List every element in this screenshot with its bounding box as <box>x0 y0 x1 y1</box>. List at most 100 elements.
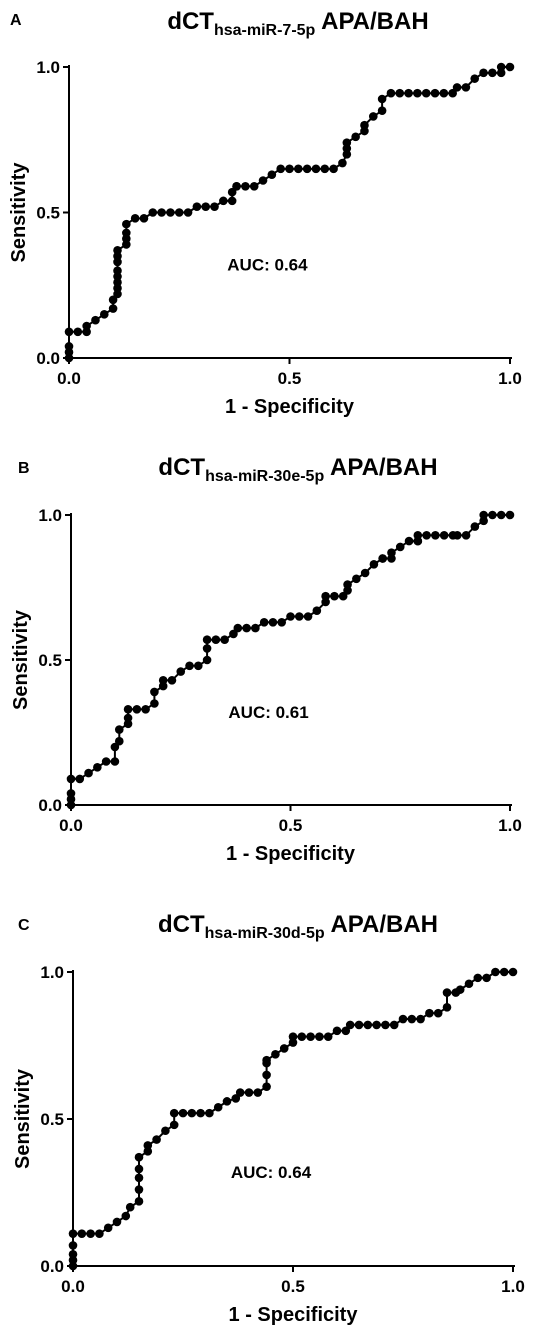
roc-point <box>439 531 449 540</box>
roc-point <box>134 1197 144 1206</box>
roc-point <box>452 83 462 92</box>
roc-point <box>288 1032 298 1041</box>
roc-point <box>505 510 515 520</box>
roc-point <box>68 1255 78 1265</box>
roc-point <box>442 988 452 997</box>
roc-point <box>64 342 74 351</box>
roc-point <box>404 536 414 546</box>
roc-point <box>470 74 480 83</box>
roc-point <box>285 164 294 174</box>
x-tick-label: 0.5 <box>281 1277 305 1296</box>
roc-point <box>187 1108 197 1118</box>
roc-point <box>332 1026 342 1036</box>
roc-point <box>389 1020 399 1030</box>
roc-point <box>473 973 483 983</box>
chart-title: dCThsa-miR-30e-5p APA/BAH <box>60 454 536 485</box>
roc-plot: 0.0 0.5 1.0 0.0 0.5 1.0 1 - Specificity Sensiti… <box>12 963 525 1326</box>
roc-point <box>470 522 480 531</box>
chart-title: dCThsa-miR-30d-5p APA/BAH <box>60 911 536 942</box>
roc-point <box>169 1120 179 1130</box>
roc-point <box>123 713 133 723</box>
roc-point <box>66 789 76 798</box>
roc-point <box>227 187 237 197</box>
roc-point <box>505 62 515 72</box>
y-tick-label: 0.5 <box>38 651 62 670</box>
roc-curve-line <box>72 971 513 1266</box>
roc-point <box>68 1261 78 1271</box>
roc-point <box>279 1044 289 1053</box>
roc-point <box>249 182 259 191</box>
roc-point <box>139 214 149 223</box>
roc-point <box>125 1202 135 1212</box>
roc-point <box>122 228 131 238</box>
roc-point <box>488 68 497 78</box>
title-main: dCT <box>158 454 206 481</box>
roc-point <box>323 1032 333 1041</box>
y-axis-title: Sensitivity <box>8 162 30 263</box>
title-suffix: APA/BAH <box>324 454 438 481</box>
roc-plot: 0.0 0.5 1.0 0.0 0.5 1.0 1 - Specificity Sensiti… <box>8 58 522 418</box>
roc-point <box>93 763 102 772</box>
roc-point <box>351 132 360 142</box>
roc-point <box>338 158 347 168</box>
roc-point <box>297 1032 307 1041</box>
roc-point <box>77 1229 87 1238</box>
roc-point <box>496 510 506 520</box>
roc-point <box>108 304 118 313</box>
roc-point <box>372 1020 381 1030</box>
y-axis-title: Sensitivity <box>10 609 32 710</box>
roc-point <box>491 967 500 977</box>
roc-point <box>267 170 277 179</box>
roc-point <box>113 246 122 255</box>
roc-point <box>231 1094 241 1103</box>
x-tick-label: 0.0 <box>57 369 81 388</box>
x-tick-label: 0.5 <box>278 369 302 388</box>
roc-point <box>253 1088 263 1097</box>
roc-point <box>271 1050 280 1059</box>
roc-point <box>152 1135 161 1144</box>
roc-point <box>377 94 387 104</box>
x-tick-label: 1.0 <box>498 816 522 835</box>
roc-point <box>320 164 330 174</box>
roc-point <box>461 83 471 92</box>
x-axis-title: 1 - Specificity <box>229 1304 359 1326</box>
roc-point <box>395 88 405 98</box>
roc-point <box>386 88 396 98</box>
roc-point <box>134 1152 144 1162</box>
roc-point <box>363 1020 373 1030</box>
y-tick-label: 0.0 <box>40 1257 64 1276</box>
roc-panel-b: B dCThsa-miR-30e-5p APA/BAH 0.0 0.5 1.0 0.0… <box>0 448 536 878</box>
roc-point <box>404 88 413 98</box>
roc-point <box>232 182 241 191</box>
roc-point <box>235 1088 245 1097</box>
roc-point <box>242 623 251 633</box>
x-tick-label: 0.5 <box>279 816 303 835</box>
roc-point <box>176 667 186 676</box>
title-subscript: hsa-miR-30e-5p <box>205 468 325 485</box>
roc-point <box>431 531 440 540</box>
roc-point <box>343 580 352 589</box>
roc-plot: 0.0 0.5 1.0 0.0 0.5 1.0 1 - Specificity Sensiti… <box>10 506 522 865</box>
roc-point <box>352 574 361 584</box>
y-tick-label: 0.0 <box>38 796 62 815</box>
y-tick-label: 0.5 <box>36 204 60 223</box>
roc-point <box>101 757 111 766</box>
roc-point <box>453 531 462 540</box>
roc-point <box>433 1008 443 1018</box>
auc-annotation: AUC: 0.61 <box>228 703 308 722</box>
auc-annotation: AUC: 0.64 <box>227 256 308 275</box>
roc-point <box>158 676 168 685</box>
roc-point <box>75 774 85 784</box>
roc-point <box>321 591 330 601</box>
roc-point <box>377 106 387 115</box>
roc-point <box>220 635 229 644</box>
roc-point <box>378 554 387 563</box>
roc-point <box>244 1088 254 1097</box>
roc-point <box>360 568 370 578</box>
roc-point <box>213 1102 223 1112</box>
roc-point <box>387 548 396 557</box>
y-axis-title: Sensitivity <box>12 1068 34 1169</box>
y-tick-label: 1.0 <box>36 58 60 77</box>
roc-point <box>311 164 321 174</box>
title-main: dCT <box>167 8 214 35</box>
